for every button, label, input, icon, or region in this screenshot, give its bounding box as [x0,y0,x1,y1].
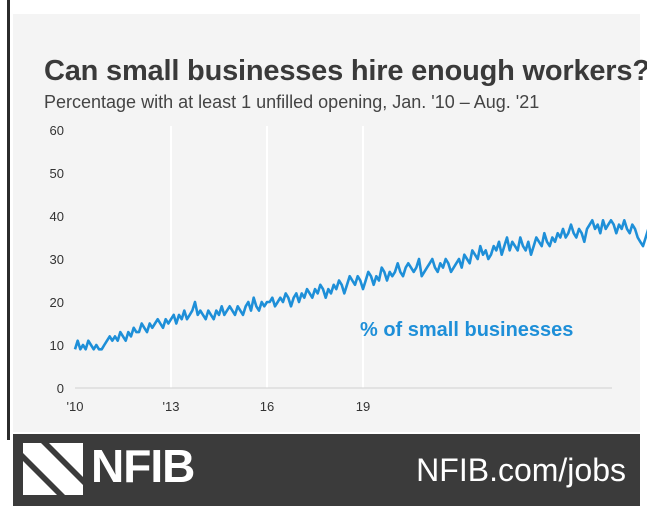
x-tick-label: 19 [356,399,370,414]
footer-bar: NFIB NFIB.com/jobs [13,434,640,506]
y-tick-label: 0 [57,381,64,396]
footer-url[interactable]: NFIB.com/jobs [416,452,626,488]
y-tick-label: 30 [50,252,64,267]
y-tick-label: 20 [50,295,64,310]
nfib-logo-text: NFIB [91,440,195,492]
chart-subtitle: Percentage with at least 1 unfilled open… [44,92,540,112]
chart-grid [170,126,364,388]
x-tick-label: '13 [163,399,180,414]
x-tick-label: 16 [260,399,274,414]
y-tick-label: 60 [50,123,64,138]
nfib-logo-icon [23,443,83,495]
x-tick-label: '10 [67,399,84,414]
chart-card [13,14,640,432]
y-tick-label: 50 [50,166,64,181]
y-axis-ticks: 0 10 20 30 40 50 60 [50,123,64,396]
left-border-rule [7,0,10,440]
y-tick-label: 40 [50,209,64,224]
y-tick-label: 10 [50,338,64,353]
series-annotation: % of small businesses [360,319,573,341]
line-chart: 0 10 20 30 40 50 60 '10 '13 16 19 % of small busi… [50,123,647,414]
chart-title: Can small businesses hire enough workers… [44,55,647,87]
x-axis-ticks: '10 '13 16 19 [67,399,371,414]
series-line-small-businesses [73,219,647,351]
